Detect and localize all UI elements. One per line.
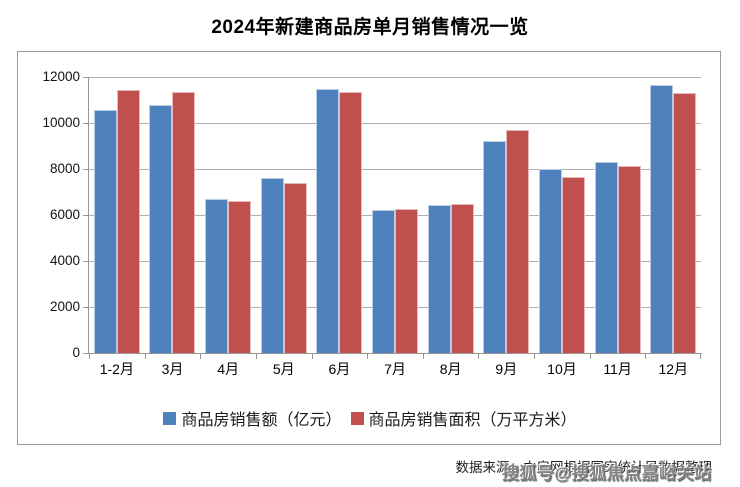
bar-sales-amount-6月 <box>316 88 340 353</box>
bar-sales-area-9月 <box>506 129 530 353</box>
bar-sales-amount-10月 <box>538 169 562 353</box>
x-label-9月: 9月 <box>495 361 518 377</box>
x-tick-5 <box>367 354 369 359</box>
bar-sales-amount-1-2月 <box>93 110 117 353</box>
x-label-10月: 10月 <box>547 361 577 377</box>
bar-sales-area-7月 <box>395 209 419 353</box>
bar-group-8月 <box>423 77 479 353</box>
bar-group-11月 <box>590 77 646 353</box>
bars-layer <box>89 77 701 353</box>
bar-sales-area-12月 <box>673 93 697 353</box>
x-axis-labels: 1-2月 3月 4月 5月 6月 7月 8月 9月 10月 11月 12月 <box>89 359 701 379</box>
x-label-8月: 8月 <box>439 361 462 377</box>
y-label-10000: 10000 <box>42 115 80 130</box>
bar-group-4月 <box>200 77 256 353</box>
x-tick-6 <box>422 354 424 359</box>
data-source-note: 数据来源：中房网根据国家统计局数据整理 <box>455 460 713 475</box>
bar-group-9月 <box>478 77 534 353</box>
x-label-6月: 6月 <box>328 361 351 377</box>
watermark: 搜狐号@搜狐焦点嘉峪关站 <box>502 464 712 483</box>
bar-sales-area-11月 <box>617 165 641 353</box>
bar-group-6月 <box>312 77 368 353</box>
legend-item-sales-amount: 商品房销售额（亿元） <box>163 406 342 430</box>
bar-sales-area-10月 <box>561 177 585 353</box>
legend-label-sales-amount: 商品房销售额（亿元） <box>181 412 342 429</box>
y-tick-4000 <box>83 261 88 262</box>
bar-sales-area-5月 <box>283 182 307 353</box>
legend-swatch-sales-amount <box>163 411 177 425</box>
bar-sales-amount-11月 <box>594 162 618 353</box>
x-label-12月: 12月 <box>658 361 689 377</box>
bar-sales-amount-12月 <box>650 85 674 353</box>
bar-sales-area-6月 <box>339 91 363 353</box>
y-label-8000: 8000 <box>49 161 80 176</box>
x-label-3月: 3月 <box>161 361 184 377</box>
bar-sales-area-1-2月 <box>116 89 140 353</box>
y-axis-labels: 0 2000 4000 6000 8000 10000 12000 <box>18 69 80 360</box>
y-label-2000: 2000 <box>49 299 80 314</box>
y-tick-10000 <box>83 123 88 124</box>
legend-item-sales-area: 商品房销售面积（万平方米） <box>350 406 577 430</box>
bar-sales-area-8月 <box>450 203 474 353</box>
y-tick-8000 <box>83 169 88 170</box>
x-tick-9 <box>589 354 591 359</box>
y-label-4000: 4000 <box>49 253 80 268</box>
y-tick-6000 <box>83 215 88 216</box>
y-tick-0 <box>83 353 88 354</box>
x-label-1-2月: 1-2月 <box>99 361 134 377</box>
y-tick-2000 <box>83 307 88 308</box>
x-label-5月: 5月 <box>272 361 295 377</box>
bar-sales-area-4月 <box>228 201 252 353</box>
x-tick-0 <box>89 354 90 359</box>
bar-sales-amount-3月 <box>149 104 173 353</box>
bar-group-5月 <box>256 77 312 353</box>
plot-area <box>89 77 701 353</box>
bar-sales-amount-8月 <box>427 204 451 353</box>
x-tick-10 <box>645 354 647 359</box>
bar-group-12月 <box>645 77 701 353</box>
x-tick-1 <box>144 354 146 359</box>
gridline-12000 <box>89 77 701 78</box>
bar-sales-amount-4月 <box>205 198 229 353</box>
x-label-7月: 7月 <box>384 361 406 377</box>
gridline-8000 <box>89 169 701 170</box>
bar-sales-amount-9月 <box>483 141 507 353</box>
legend-swatch-sales-area <box>350 411 364 425</box>
x-tick-11 <box>700 354 701 359</box>
y-label-12000: 12000 <box>42 69 80 84</box>
x-tick-4 <box>311 354 313 359</box>
page-title: 2024年新建商品房单月销售情况一览 <box>211 17 529 38</box>
bar-group-7月 <box>367 77 423 353</box>
y-label-0: 0 <box>72 345 80 360</box>
chart: 0 2000 4000 6000 8000 10000 12000 1-2月 3月 4月 5月 6月… <box>17 51 721 445</box>
y-axis-line <box>88 77 89 354</box>
legend-label-sales-area: 商品房销售面积（万平方米） <box>368 412 577 429</box>
bar-group-3月 <box>145 77 201 353</box>
bar-group-1-2月 <box>89 77 145 353</box>
x-label-4月: 4月 <box>217 361 239 377</box>
x-tick-8 <box>534 354 536 359</box>
bar-sales-area-3月 <box>172 91 196 353</box>
y-label-6000: 6000 <box>49 207 80 222</box>
bar-sales-amount-7月 <box>372 210 396 353</box>
x-axis-line <box>88 353 702 354</box>
x-tick-2 <box>200 354 202 359</box>
x-label-11月: 11月 <box>603 361 632 377</box>
chart-legend: 商品房销售额（亿元） 商品房销售面积（万平方米） <box>18 406 722 430</box>
bar-sales-amount-5月 <box>260 178 284 353</box>
bar-group-10月 <box>534 77 590 353</box>
gridline-10000 <box>89 123 701 124</box>
x-tick-3 <box>255 354 257 359</box>
x-tick-7 <box>478 354 480 359</box>
y-tick-12000 <box>83 77 88 78</box>
